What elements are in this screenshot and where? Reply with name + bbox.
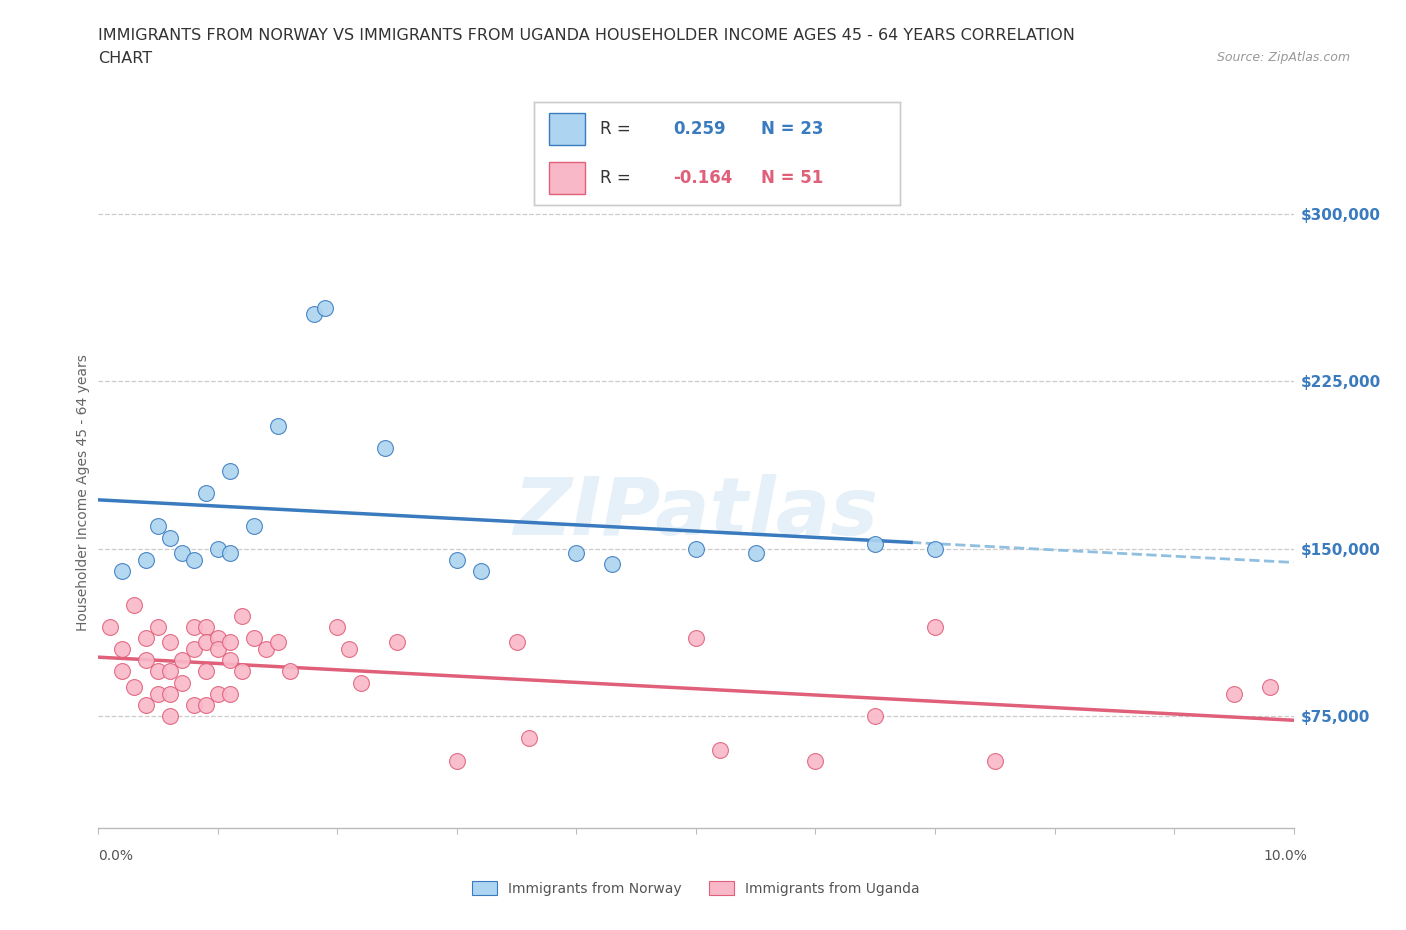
Point [267,418,290,433]
Point [243,519,266,534]
Point [124,680,146,695]
Point [148,664,170,679]
Point [183,552,205,567]
Point [385,635,409,650]
Point [219,546,242,561]
Point [602,557,624,572]
Point [470,564,492,578]
Point [302,307,325,322]
Text: 10.0%: 10.0% [1264,849,1308,863]
Point [709,742,731,757]
Point [159,709,181,724]
Point [863,709,887,724]
Text: ZIPatlas: ZIPatlas [513,474,879,552]
Text: 0.0%: 0.0% [98,849,134,863]
Point [745,546,768,561]
FancyBboxPatch shape [548,113,585,145]
Point [159,664,181,679]
Text: -0.164: -0.164 [673,169,733,187]
Y-axis label: Householder Income Ages 45 - 64 years: Householder Income Ages 45 - 64 years [76,354,90,631]
Point [183,642,205,657]
Point [446,753,468,768]
Point [984,753,1007,768]
Point [135,552,157,567]
Point [124,597,146,612]
Point [219,463,242,478]
Point [219,635,242,650]
Point [111,664,134,679]
Point [243,631,266,645]
Point [565,546,588,561]
Text: CHART: CHART [98,51,152,66]
Point [207,642,229,657]
Point [135,653,157,668]
Point [100,619,122,634]
Point [195,664,218,679]
Point [207,631,229,645]
Text: N = 23: N = 23 [761,120,824,138]
Point [207,686,229,701]
Point [148,519,170,534]
Point [148,686,170,701]
Point [267,635,290,650]
Point [685,541,707,556]
Point [517,731,540,746]
Point [278,664,301,679]
Point [446,552,468,567]
Point [159,686,181,701]
Point [506,635,529,650]
Point [195,635,218,650]
Point [148,619,170,634]
Point [135,631,157,645]
Point [159,635,181,650]
Point [804,753,827,768]
Point [863,537,887,551]
Point [374,441,396,456]
Point [326,619,349,634]
Point [924,541,946,556]
Point [219,653,242,668]
Point [350,675,373,690]
Point [111,642,134,657]
Point [159,530,181,545]
Text: IMMIGRANTS FROM NORWAY VS IMMIGRANTS FROM UGANDA HOUSEHOLDER INCOME AGES 45 - 64: IMMIGRANTS FROM NORWAY VS IMMIGRANTS FRO… [98,28,1076,43]
Point [314,300,337,315]
FancyBboxPatch shape [548,162,585,194]
Point [195,619,218,634]
Text: N = 51: N = 51 [761,169,823,187]
Point [183,619,205,634]
Text: 0.259: 0.259 [673,120,725,138]
Point [172,653,194,668]
Point [172,546,194,561]
Point [254,642,277,657]
Point [231,608,253,623]
Text: Source: ZipAtlas.com: Source: ZipAtlas.com [1216,51,1350,64]
Point [339,642,360,657]
Point [135,698,157,712]
Text: R =: R = [600,120,631,138]
Point [1258,680,1281,695]
Point [111,564,134,578]
Point [231,664,253,679]
Point [207,541,229,556]
Point [195,698,218,712]
Point [685,631,707,645]
Point [1222,686,1246,701]
Point [924,619,946,634]
Point [172,675,194,690]
Point [219,686,242,701]
Point [183,698,205,712]
Text: R =: R = [600,169,631,187]
Point [195,485,218,500]
Legend: Immigrants from Norway, Immigrants from Uganda: Immigrants from Norway, Immigrants from … [467,875,925,901]
